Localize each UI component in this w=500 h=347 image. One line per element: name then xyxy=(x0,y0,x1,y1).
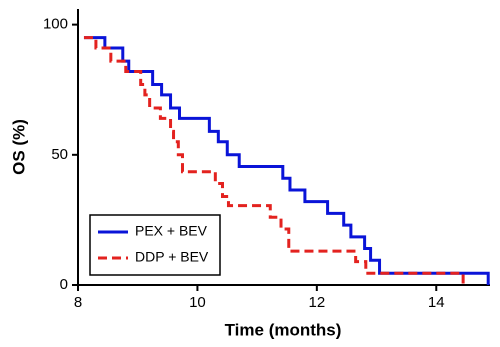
y-axis-label: OS (%) xyxy=(9,119,28,175)
y-tick-label: 100 xyxy=(43,16,68,33)
y-tick-label: 50 xyxy=(51,146,68,163)
legend-box xyxy=(89,214,221,276)
legend-label: PEX + BEV xyxy=(135,223,208,239)
x-tick-label: 12 xyxy=(308,294,325,311)
x-axis-label: Time (months) xyxy=(225,320,342,339)
survival-line xyxy=(83,36,465,285)
x-tick-label: 10 xyxy=(189,294,206,311)
x-tick-label: 14 xyxy=(428,294,445,311)
legend: PEX + BEV DDP + BEV xyxy=(89,214,221,276)
survival-line xyxy=(83,36,490,285)
y-tick-label: 0 xyxy=(60,276,68,293)
x-tick-label: 8 xyxy=(74,294,82,311)
legend-label: DDP + BEV xyxy=(135,249,209,265)
